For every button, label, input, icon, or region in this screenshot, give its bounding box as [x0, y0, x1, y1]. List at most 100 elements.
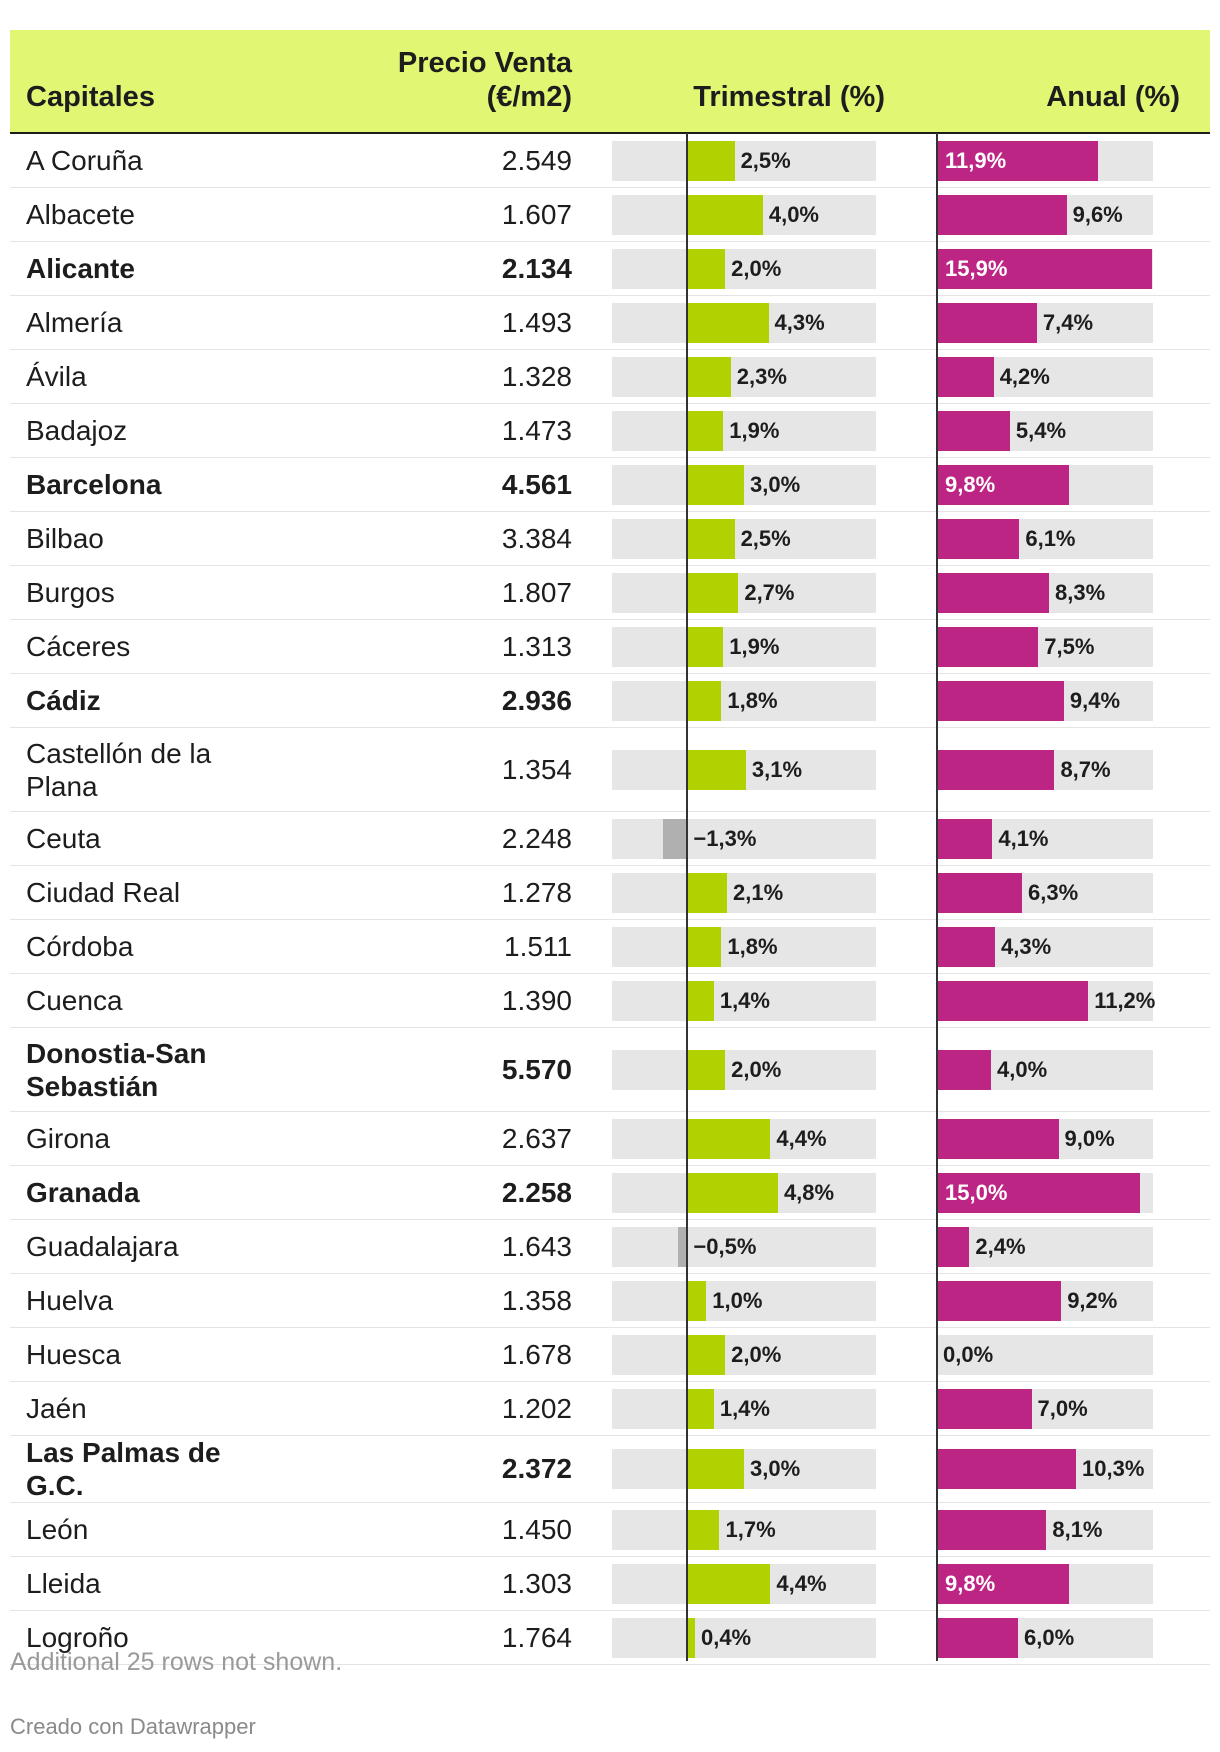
anual-cell: 4,0%: [915, 1027, 1210, 1112]
table-row: Logroño 1.764 0,4% 6,0%: [10, 1610, 1210, 1665]
city-cell: Cáceres: [10, 619, 300, 674]
price-cell: 1.328: [300, 349, 588, 404]
city-cell: Córdoba: [10, 919, 300, 974]
anual-bar-track: 8,1%: [937, 1509, 1153, 1550]
trimestral-bar: [687, 980, 714, 1021]
trimestral-bar: [687, 1563, 771, 1604]
trimestral-value-label: 2,1%: [733, 879, 784, 905]
price-cell: 1.473: [300, 403, 588, 458]
trimestral-value-label: 3,1%: [751, 756, 803, 782]
anual-bar-track: 11,9%: [937, 140, 1153, 181]
anual-bar: [937, 1049, 991, 1090]
trimestral-cell: 2,0%: [588, 1327, 915, 1382]
table-row: Guadalajara 1.643 −0,5% 2,4%: [10, 1219, 1210, 1274]
anual-bar: [937, 1617, 1018, 1658]
anual-bar-track: 7,4%: [937, 302, 1153, 343]
trimestral-value-label: −0,5%: [693, 1233, 757, 1259]
trimestral-value-label: 4,4%: [776, 1125, 827, 1151]
trimestral-cell: 3,1%: [588, 727, 915, 812]
anual-cell: 2,4%: [915, 1219, 1210, 1274]
trimestral-value-label: 2,0%: [731, 1341, 782, 1367]
trimestral-cell: 4,8%: [588, 1165, 915, 1220]
anual-value-label: 15,0%: [945, 1179, 1008, 1205]
city-cell: León: [10, 1502, 300, 1557]
anual-cell: 6,1%: [915, 511, 1210, 566]
anual-bar: [937, 410, 1010, 451]
anual-value-label: 6,0%: [1024, 1624, 1075, 1650]
trimestral-cell: 1,8%: [588, 919, 915, 974]
trimestral-value-label: −1,3%: [693, 825, 757, 851]
table-row: Granada 2.258 4,8% 15,0%: [10, 1165, 1210, 1220]
table-row: Almería 1.493 4,3% 7,4%: [10, 295, 1210, 350]
table-row: Albacete 1.607 4,0% 9,6%: [10, 187, 1210, 242]
header-capitales[interactable]: Capitales: [10, 30, 300, 134]
table-row: Castellón de la Plana 1.354 3,1% 8,7%: [10, 727, 1210, 812]
anual-bar-track: 7,0%: [937, 1388, 1153, 1429]
header-anual[interactable]: Anual (%): [915, 30, 1210, 134]
anual-cell: 8,7%: [915, 727, 1210, 812]
trimestral-bar: [687, 410, 724, 451]
city-cell: Cádiz: [10, 673, 300, 728]
anual-cell: 7,4%: [915, 295, 1210, 350]
trimestral-bar-track: 4,0%: [612, 194, 876, 235]
trimestral-bar: [687, 1118, 771, 1159]
city-cell: Cuenca: [10, 973, 300, 1028]
anual-cell: 9,8%: [915, 457, 1210, 512]
trimestral-value-label: 1,0%: [712, 1287, 763, 1313]
anual-cell: 7,0%: [915, 1381, 1210, 1436]
anual-value-label: 4,0%: [997, 1056, 1048, 1082]
anual-value-label: 8,7%: [1060, 756, 1111, 782]
anual-value-label: 8,3%: [1055, 579, 1106, 605]
anual-value-label: 11,9%: [945, 147, 1007, 173]
header-anual-label: Anual (%): [1046, 81, 1180, 113]
city-cell: Girona: [10, 1111, 300, 1166]
anual-bar-track: 9,4%: [937, 680, 1153, 721]
price-cell: 1.450: [300, 1502, 588, 1557]
table-row: Badajoz 1.473 1,9% 5,4%: [10, 403, 1210, 458]
table-row: Las Palmas de G.C. 2.372 3,0% 10,3%: [10, 1435, 1210, 1503]
table-row: Huesca 1.678 2,0% 0,0%: [10, 1327, 1210, 1382]
trimestral-bar-track: 4,4%: [612, 1563, 876, 1604]
trimestral-cell: 2,5%: [588, 133, 915, 188]
anual-bar: [937, 464, 1070, 505]
city-cell: Ávila: [10, 349, 300, 404]
trimestral-cell: −1,3%: [588, 811, 915, 866]
anual-bar: [937, 626, 1039, 667]
anual-bar-track: 9,8%: [937, 1563, 1153, 1604]
trimestral-bar: [687, 518, 735, 559]
trimestral-cell: 3,0%: [588, 457, 915, 512]
header-precio-line2: (€/m2): [486, 81, 572, 113]
trimestral-bar-track: 1,9%: [612, 410, 876, 451]
trimestral-bar-track: 0,4%: [612, 1617, 876, 1658]
anual-cell: 9,6%: [915, 187, 1210, 242]
header-precio-venta[interactable]: Precio Venta (€/m2): [300, 30, 588, 134]
anual-value-label: 7,0%: [1037, 1395, 1088, 1421]
anual-cell: 4,3%: [915, 919, 1210, 974]
trimestral-bar: [687, 464, 744, 505]
table-row: Barcelona 4.561 3,0% 9,8%: [10, 457, 1210, 512]
price-cell: 3.384: [300, 511, 588, 566]
city-cell: Alicante: [10, 241, 300, 296]
anual-bar-track: 15,9%: [937, 248, 1153, 289]
anual-bar-track: 7,5%: [937, 626, 1153, 667]
trimestral-value-label: 2,5%: [740, 525, 791, 551]
anual-value-label: 5,4%: [1015, 417, 1067, 443]
header-trimestral[interactable]: Trimestral (%): [588, 30, 915, 134]
price-cell: 2.936: [300, 673, 588, 728]
trimestral-bar: [687, 356, 731, 397]
anual-bar-track: 9,0%: [937, 1118, 1153, 1159]
trimestral-bar-track: 1,9%: [612, 626, 876, 667]
trimestral-bar: [687, 1049, 726, 1090]
trimestral-bar: [687, 1509, 720, 1550]
trimestral-bar: [678, 1226, 688, 1267]
price-cell: 1.807: [300, 565, 588, 620]
anual-bar-track: 8,3%: [937, 572, 1153, 613]
datawrapper-credit[interactable]: Creado con Datawrapper: [10, 1714, 256, 1739]
header-trimestral-label: Trimestral (%): [693, 81, 885, 113]
trimestral-bar-track: 1,4%: [612, 1388, 876, 1429]
trimestral-cell: 2,0%: [588, 241, 915, 296]
table-row: Ciudad Real 1.278 2,1% 6,3%: [10, 865, 1210, 920]
trimestral-value-label: 3,0%: [750, 471, 801, 497]
anual-value-label: 15,9%: [945, 255, 1008, 281]
trimestral-cell: 2,0%: [588, 1027, 915, 1112]
